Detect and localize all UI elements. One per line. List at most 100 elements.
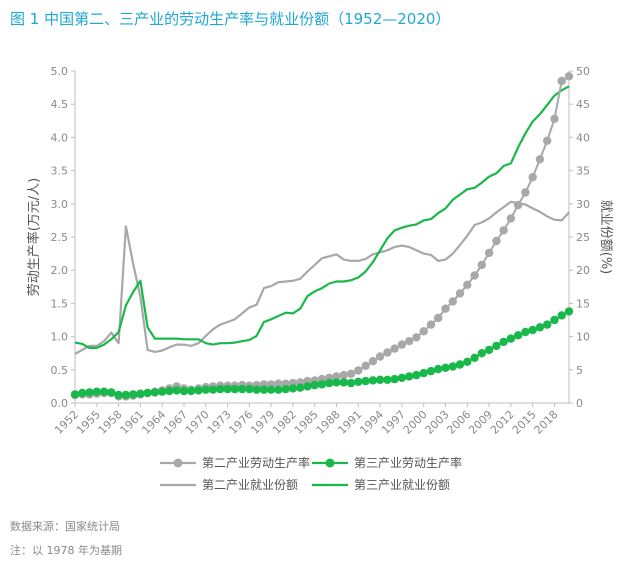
series-point-1 bbox=[99, 387, 109, 396]
legend-label: 第三产业就业份额 bbox=[354, 478, 450, 492]
series-point-0 bbox=[484, 248, 494, 258]
series-point-1 bbox=[281, 384, 290, 394]
x-tick-label: 2009 bbox=[466, 408, 495, 437]
series-point-1 bbox=[361, 376, 370, 386]
series-point-1 bbox=[325, 378, 334, 388]
x-tick-label: 2006 bbox=[444, 408, 473, 437]
series-point-1 bbox=[85, 388, 94, 397]
series-point-1 bbox=[143, 388, 152, 398]
x-tick-label: 1982 bbox=[270, 408, 299, 437]
series-point-1 bbox=[499, 337, 508, 347]
y-tick-label: 0.5 bbox=[51, 364, 69, 377]
y2-axis-label: 就业份额(%) bbox=[598, 200, 613, 275]
y-tick-label: 0.0 bbox=[51, 397, 69, 410]
series-point-1 bbox=[216, 384, 225, 394]
x-tick-label: 1979 bbox=[248, 408, 277, 437]
series-point-1 bbox=[513, 331, 523, 340]
series-point-1 bbox=[128, 390, 138, 399]
series-point-0 bbox=[361, 361, 370, 370]
y-tick-label: 4.5 bbox=[51, 98, 69, 111]
x-tick-label: 1955 bbox=[74, 408, 103, 437]
x-tick-label: 1985 bbox=[292, 408, 321, 437]
series-point-1 bbox=[557, 311, 566, 320]
series-point-1 bbox=[339, 378, 348, 387]
series-point-1 bbox=[375, 375, 385, 384]
series-point-1 bbox=[477, 349, 486, 358]
series-point-1 bbox=[543, 320, 552, 329]
series-point-1 bbox=[332, 378, 341, 387]
series-point-1 bbox=[208, 385, 218, 394]
series-point-0 bbox=[375, 352, 385, 361]
series-point-1 bbox=[201, 385, 210, 394]
series-point-1 bbox=[266, 385, 276, 394]
series-point-1 bbox=[397, 373, 407, 382]
series-point-1 bbox=[448, 362, 457, 371]
x-tick-label: 2018 bbox=[532, 408, 561, 437]
series-point-1 bbox=[564, 307, 574, 316]
y-tick-label: 1.0 bbox=[51, 331, 69, 344]
legend-label: 第二产业就业份额 bbox=[202, 478, 298, 492]
series-point-1 bbox=[390, 374, 399, 384]
series-point-0 bbox=[528, 173, 537, 182]
series-point-1 bbox=[463, 357, 472, 366]
series-point-0 bbox=[557, 76, 566, 86]
series-point-1 bbox=[165, 386, 174, 396]
series-point-1 bbox=[136, 389, 145, 398]
y-tick-label: 1.5 bbox=[51, 297, 69, 310]
series-point-1 bbox=[506, 334, 516, 343]
series-point-0 bbox=[543, 136, 552, 145]
x-tick-label: 1991 bbox=[335, 408, 364, 437]
series-point-1 bbox=[470, 353, 479, 362]
series-point-1 bbox=[179, 386, 189, 396]
x-tick-label: 1952 bbox=[52, 408, 81, 437]
series-point-0 bbox=[492, 236, 501, 246]
y2-tick-label: 30 bbox=[576, 198, 590, 211]
series-point-1 bbox=[412, 370, 421, 380]
legend-label: 第三产业劳动生产率 bbox=[354, 455, 462, 470]
y-tick-label: 2.0 bbox=[51, 264, 69, 277]
series-point-0 bbox=[499, 226, 508, 235]
series-point-0 bbox=[390, 344, 399, 353]
series-point-1 bbox=[317, 380, 327, 389]
x-tick-label: 2012 bbox=[488, 408, 517, 437]
y2-tick-label: 5 bbox=[576, 364, 583, 377]
series-point-0 bbox=[513, 200, 523, 210]
y2-tick-label: 20 bbox=[576, 264, 590, 277]
source-note: 数据来源：国家统计局 bbox=[10, 519, 120, 533]
series-point-1 bbox=[405, 372, 414, 381]
series-point-1 bbox=[107, 388, 116, 397]
y2-tick-label: 0 bbox=[576, 397, 583, 410]
series-point-1 bbox=[245, 384, 254, 394]
series-point-0 bbox=[535, 155, 545, 164]
chart-title: 图 1 中国第二、三产业的劳动生产率与就业份额（1952—2020） bbox=[10, 10, 450, 28]
series-point-0 bbox=[521, 188, 530, 197]
series-point-1 bbox=[230, 384, 239, 394]
x-tick-label: 2003 bbox=[423, 408, 452, 437]
series-point-0 bbox=[434, 313, 443, 323]
legend-label: 第二产业劳动生产率 bbox=[202, 455, 310, 470]
series-point-0 bbox=[405, 337, 414, 346]
x-tick-label: 1967 bbox=[161, 408, 190, 437]
series-point-1 bbox=[150, 388, 160, 397]
y2-tick-label: 50 bbox=[576, 65, 590, 78]
y-tick-label: 4.0 bbox=[51, 131, 69, 144]
series-point-1 bbox=[550, 315, 559, 325]
series-point-0 bbox=[274, 379, 283, 388]
series-point-1 bbox=[259, 385, 269, 394]
series-point-0 bbox=[426, 320, 436, 329]
series-point-0 bbox=[383, 348, 392, 357]
series-point-0 bbox=[332, 372, 341, 381]
x-tick-label: 1988 bbox=[314, 408, 343, 437]
series-point-1 bbox=[346, 378, 356, 388]
x-tick-label: 1961 bbox=[118, 408, 147, 437]
series-point-1 bbox=[92, 387, 102, 396]
x-tick-label: 1994 bbox=[357, 408, 386, 437]
series-point-1 bbox=[434, 364, 443, 374]
series-point-1 bbox=[419, 368, 428, 378]
series-line-2 bbox=[74, 200, 570, 355]
series-point-0 bbox=[346, 369, 356, 378]
series-point-0 bbox=[564, 72, 574, 81]
series-point-0 bbox=[339, 370, 348, 380]
y2-tick-label: 25 bbox=[576, 231, 590, 244]
